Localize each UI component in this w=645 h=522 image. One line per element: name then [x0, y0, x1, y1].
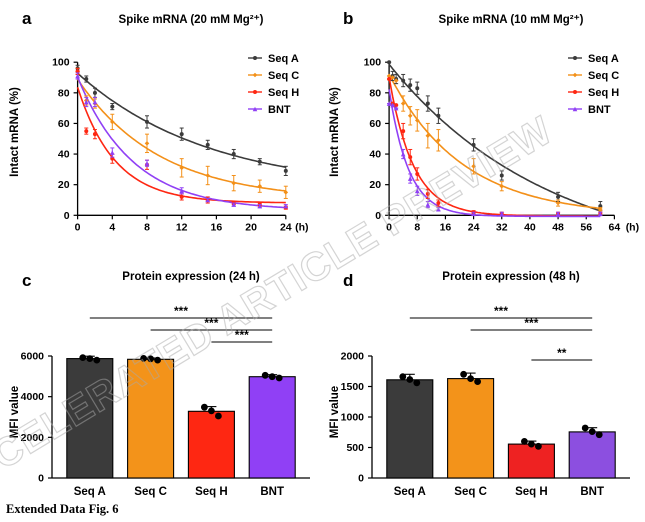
- svg-text:1500: 1500: [341, 381, 365, 393]
- svg-text:2000: 2000: [21, 432, 45, 444]
- svg-text:40: 40: [524, 221, 536, 233]
- svg-text:48: 48: [552, 221, 564, 233]
- svg-text:Protein expression (24 h): Protein expression (24 h): [122, 271, 260, 283]
- svg-text:***: ***: [204, 316, 218, 330]
- svg-text:60: 60: [369, 118, 381, 130]
- svg-text:20: 20: [245, 221, 257, 233]
- svg-text:BNT: BNT: [260, 486, 284, 498]
- svg-text:Seq C: Seq C: [268, 70, 299, 82]
- svg-text:0: 0: [38, 473, 44, 485]
- svg-text:***: ***: [235, 328, 249, 342]
- svg-text:Seq A: Seq A: [394, 486, 426, 498]
- svg-text:Seq H: Seq H: [268, 87, 299, 99]
- svg-text:0: 0: [64, 210, 70, 222]
- svg-text:8: 8: [414, 221, 420, 233]
- svg-text:0: 0: [358, 473, 364, 485]
- svg-text:32: 32: [496, 221, 508, 233]
- svg-text:MFI value: MFI value: [329, 386, 341, 438]
- svg-text:***: ***: [524, 316, 538, 330]
- svg-text:8: 8: [144, 221, 150, 233]
- svg-text:Seq C: Seq C: [134, 486, 167, 498]
- svg-text:BNT: BNT: [580, 486, 604, 498]
- svg-text:1000: 1000: [341, 412, 365, 424]
- svg-text:24: 24: [280, 221, 292, 233]
- svg-text:20: 20: [369, 179, 381, 191]
- svg-text:Seq H: Seq H: [588, 87, 619, 99]
- svg-text:60: 60: [58, 118, 70, 130]
- svg-text:2000: 2000: [341, 351, 365, 363]
- svg-text:***: ***: [494, 304, 508, 318]
- svg-text:0: 0: [386, 221, 392, 233]
- svg-text:20: 20: [58, 179, 70, 191]
- svg-text:12: 12: [176, 221, 188, 233]
- svg-text:6000: 6000: [21, 351, 45, 363]
- svg-text:Seq C: Seq C: [454, 486, 487, 498]
- svg-text:80: 80: [369, 87, 381, 99]
- svg-text:**: **: [557, 346, 567, 360]
- svg-text:Seq A: Seq A: [74, 486, 106, 498]
- svg-text:Protein expression (48 h): Protein expression (48 h): [442, 271, 580, 283]
- svg-text:Seq A: Seq A: [588, 53, 619, 65]
- svg-text:Spike mRNA (20 mM Mg²⁺): Spike mRNA (20 mM Mg²⁺): [119, 14, 264, 26]
- svg-text:40: 40: [369, 149, 381, 161]
- svg-text:500: 500: [346, 442, 364, 454]
- svg-text:16: 16: [440, 221, 452, 233]
- svg-text:4000: 4000: [21, 391, 45, 403]
- svg-text:16: 16: [211, 221, 223, 233]
- svg-text:Spike mRNA (10 mM Mg²⁺): Spike mRNA (10 mM Mg²⁺): [439, 14, 584, 26]
- svg-text:MFI value: MFI value: [9, 386, 21, 438]
- svg-text:56: 56: [580, 221, 592, 233]
- svg-text:64: 64: [609, 221, 621, 233]
- svg-text:80: 80: [58, 87, 70, 99]
- svg-text:Seq H: Seq H: [515, 486, 548, 498]
- svg-text:40: 40: [58, 149, 70, 161]
- svg-text:Seq H: Seq H: [195, 486, 228, 498]
- svg-text:100: 100: [52, 57, 70, 69]
- svg-text:BNT: BNT: [268, 104, 291, 116]
- svg-text:0: 0: [75, 221, 81, 233]
- svg-text:(h): (h): [295, 221, 308, 233]
- svg-text:(h): (h): [626, 221, 639, 233]
- svg-text:Intact mRNA (%): Intact mRNA (%): [329, 87, 341, 177]
- svg-text:***: ***: [174, 304, 188, 318]
- svg-text:BNT: BNT: [588, 104, 611, 116]
- svg-text:Intact mRNA (%): Intact mRNA (%): [9, 87, 21, 177]
- svg-text:Seq A: Seq A: [268, 53, 299, 65]
- svg-text:Seq C: Seq C: [588, 70, 619, 82]
- svg-text:24: 24: [468, 221, 480, 233]
- svg-text:100: 100: [364, 57, 382, 69]
- svg-text:0: 0: [375, 210, 381, 222]
- svg-text:4: 4: [109, 221, 115, 233]
